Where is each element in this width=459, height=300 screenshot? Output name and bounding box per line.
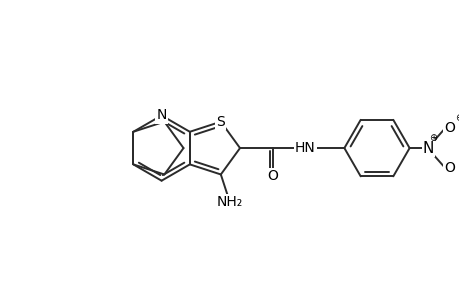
Text: ⊖: ⊖ [454, 113, 459, 123]
Text: NH₂: NH₂ [216, 195, 242, 209]
Text: ⊕: ⊕ [428, 133, 437, 142]
Text: N: N [156, 109, 167, 122]
Text: HN: HN [294, 141, 315, 155]
Text: N: N [422, 141, 433, 156]
Text: O: O [267, 169, 277, 183]
Text: S: S [216, 115, 225, 129]
Text: O: O [443, 121, 454, 135]
Text: O: O [443, 161, 454, 175]
